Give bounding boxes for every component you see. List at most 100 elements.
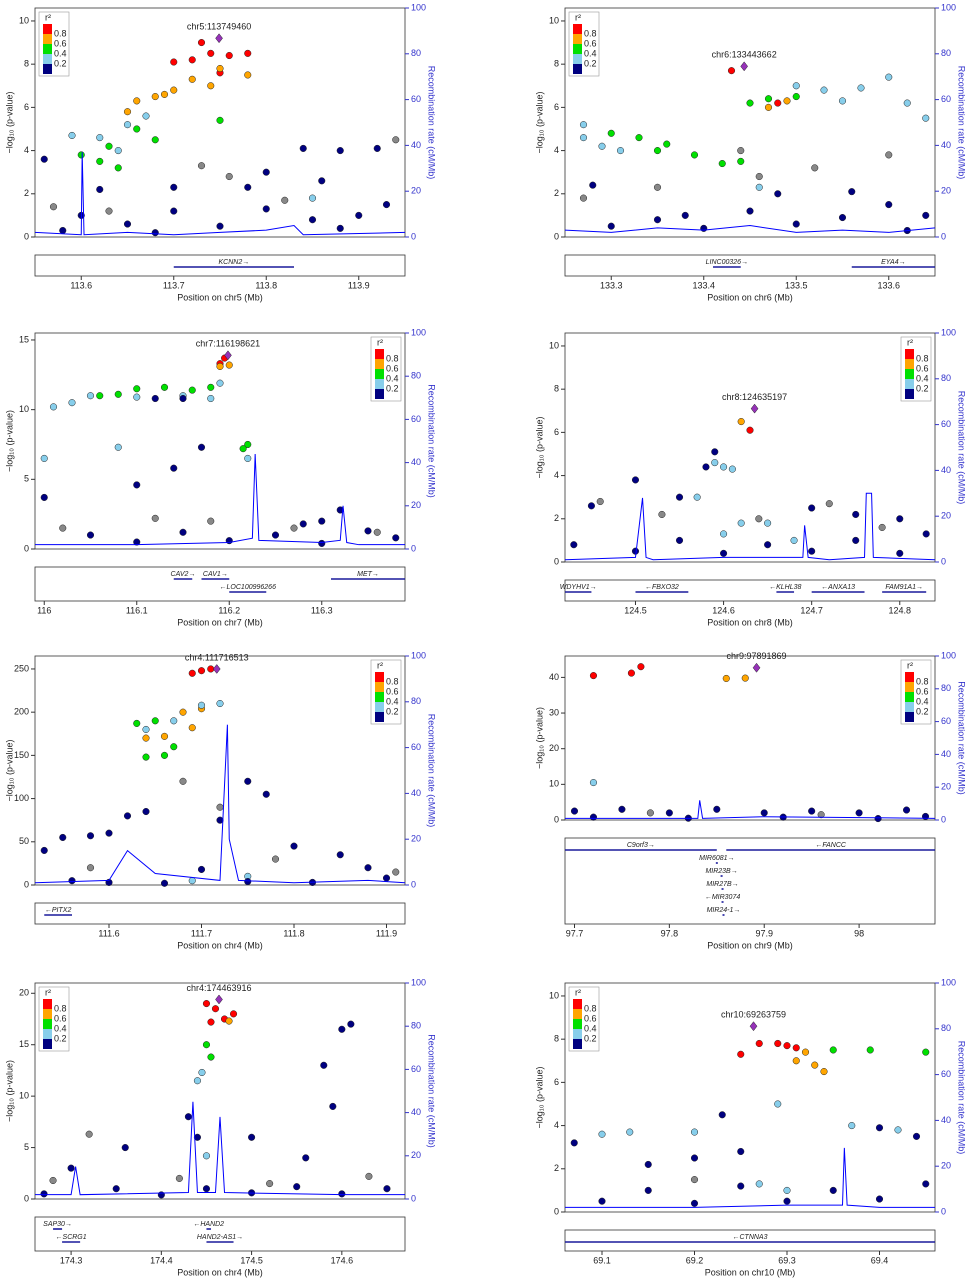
snp-point bbox=[690, 1199, 699, 1207]
y-tick-label: 2 bbox=[24, 188, 29, 198]
snp-point bbox=[626, 1128, 634, 1136]
y-tick-label: 8 bbox=[554, 384, 559, 394]
lead-snp bbox=[749, 1021, 758, 1032]
snp-point bbox=[764, 541, 772, 549]
snp-point bbox=[197, 39, 206, 47]
legend-title: r² bbox=[907, 337, 913, 347]
legend-label: 0.8 bbox=[916, 353, 929, 363]
snp-point bbox=[801, 1048, 810, 1056]
snp-point bbox=[852, 510, 860, 519]
snp-point bbox=[121, 1144, 129, 1152]
gene-label: FAM91A1→ bbox=[885, 584, 923, 591]
snp-point bbox=[373, 144, 381, 152]
y2-tick-label: 20 bbox=[941, 511, 951, 521]
y2-tick-label: 80 bbox=[941, 373, 951, 383]
legend-title: r² bbox=[575, 987, 581, 997]
y-tick-label: 50 bbox=[19, 836, 29, 846]
snp-point bbox=[142, 753, 150, 761]
snp-point bbox=[239, 445, 247, 453]
snp-point bbox=[86, 864, 95, 872]
snp-point bbox=[151, 394, 159, 403]
y-tick-label: 8 bbox=[24, 59, 29, 69]
legend-swatch bbox=[43, 999, 52, 1009]
snp-point bbox=[40, 1190, 48, 1198]
legend-swatch bbox=[905, 692, 914, 702]
snp-point bbox=[693, 493, 701, 501]
snp-point bbox=[281, 196, 289, 204]
snp-point bbox=[114, 390, 122, 398]
snp-point bbox=[746, 99, 754, 107]
legend-swatch bbox=[573, 999, 582, 1009]
snp-point bbox=[690, 1154, 699, 1162]
snp-point bbox=[820, 1068, 828, 1076]
recombination-line bbox=[564, 492, 936, 561]
legend-swatch bbox=[573, 44, 582, 54]
snp-point bbox=[170, 207, 178, 215]
legend-swatch bbox=[573, 1019, 582, 1029]
snp-point bbox=[857, 84, 865, 92]
snp-point bbox=[774, 1039, 782, 1048]
legend-swatch bbox=[375, 379, 384, 389]
y-tick-label: 0 bbox=[554, 1206, 559, 1216]
legend-swatch bbox=[375, 682, 384, 692]
snp-point bbox=[216, 803, 224, 811]
snp-point bbox=[792, 93, 800, 101]
snp-point bbox=[855, 809, 863, 817]
lead-snp bbox=[740, 61, 748, 72]
snp-point bbox=[142, 725, 150, 734]
snp-point bbox=[790, 536, 798, 544]
x-axis-label: Position on chr5 (Mb) bbox=[177, 292, 263, 302]
y2-tick-label: 40 bbox=[941, 465, 951, 475]
snp-point bbox=[598, 142, 606, 150]
snp-point bbox=[336, 224, 344, 232]
snp-point bbox=[746, 207, 754, 215]
legend-label: 0.8 bbox=[54, 28, 67, 38]
snp-point bbox=[382, 201, 391, 209]
legend-label: 0.8 bbox=[584, 28, 597, 38]
snp-point bbox=[266, 1180, 274, 1188]
snp-point bbox=[817, 811, 825, 819]
snp-point bbox=[112, 1185, 120, 1193]
y2-tick-label: 40 bbox=[411, 1107, 421, 1117]
snp-point bbox=[589, 672, 598, 680]
lead-snp bbox=[750, 403, 759, 414]
snp-point bbox=[123, 121, 132, 129]
legend-swatch bbox=[573, 34, 582, 44]
legend-label: 0.6 bbox=[386, 363, 399, 373]
snp-point bbox=[133, 481, 141, 489]
y-tick-label: 0 bbox=[554, 556, 559, 566]
x-tick-label: 98 bbox=[854, 928, 864, 938]
y-tick-label: 10 bbox=[19, 15, 29, 25]
snp-point bbox=[570, 1139, 578, 1147]
lead-snp-label: chr4:174463916 bbox=[186, 983, 251, 993]
snp-point bbox=[133, 97, 141, 105]
snp-point bbox=[737, 147, 745, 155]
legend-swatch bbox=[573, 1009, 582, 1019]
gene-label: KCNN2→ bbox=[219, 259, 250, 266]
plot-frame bbox=[564, 655, 936, 821]
y2-tick-label: 20 bbox=[411, 1150, 421, 1160]
snp-point bbox=[875, 1124, 884, 1132]
snp-point bbox=[755, 1039, 763, 1048]
snp-point bbox=[229, 1010, 238, 1018]
x-tick-label: 174.3 bbox=[60, 1255, 83, 1265]
snp-point bbox=[49, 203, 58, 211]
y2-tick-label: 40 bbox=[411, 788, 421, 798]
legend-swatch bbox=[905, 369, 914, 379]
gene-label: ←MIR3074 bbox=[705, 894, 741, 901]
snp-point bbox=[133, 125, 141, 133]
y2-tick-label: 100 bbox=[411, 327, 426, 337]
x-tick-label: 124.7 bbox=[800, 605, 823, 615]
snp-point bbox=[336, 147, 344, 155]
snp-point bbox=[811, 1061, 819, 1069]
snp-point bbox=[570, 807, 579, 815]
snp-point bbox=[123, 812, 132, 820]
y2-tick-label: 0 bbox=[941, 1206, 946, 1216]
snp-point bbox=[216, 222, 224, 230]
snp-point bbox=[373, 528, 381, 536]
y2-tick-label: 20 bbox=[941, 782, 951, 792]
y-tick-label: 0 bbox=[554, 231, 559, 241]
gene-track bbox=[34, 902, 406, 925]
snp-point bbox=[720, 530, 728, 538]
gene-track bbox=[34, 254, 406, 277]
